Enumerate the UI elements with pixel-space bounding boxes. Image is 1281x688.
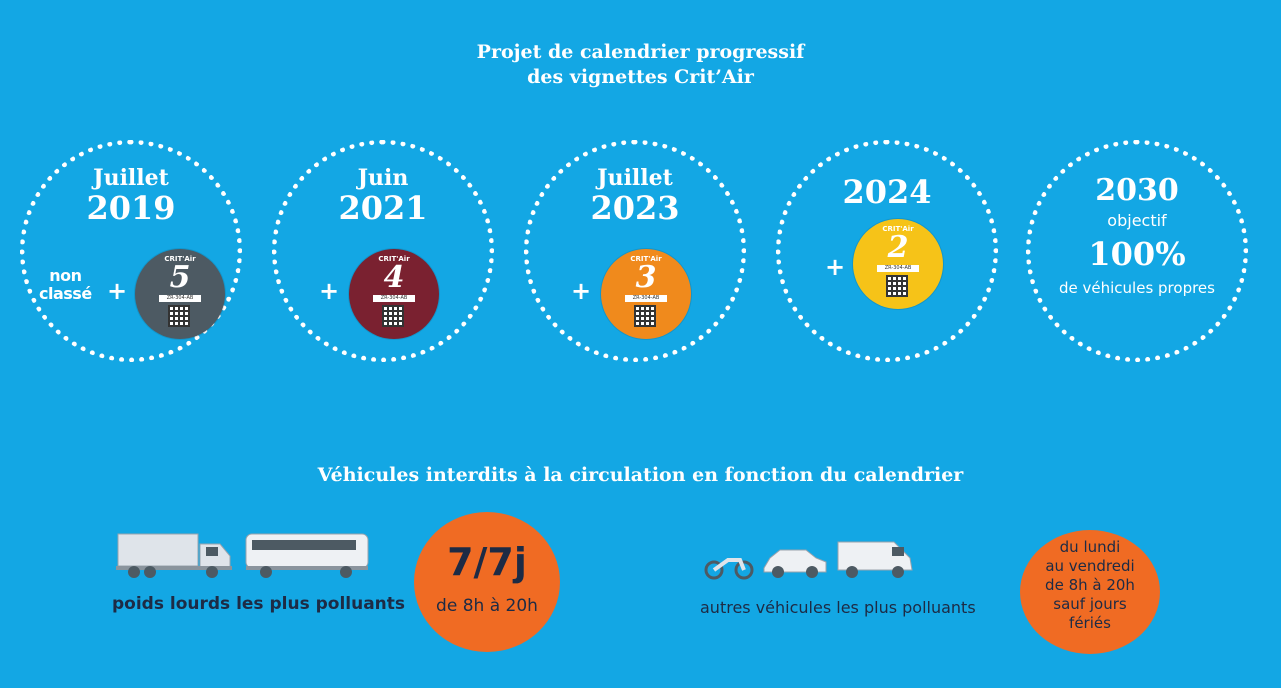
other-vehicles-label: autres véhicules les plus polluants bbox=[700, 598, 976, 617]
goal-description: de véhicules propres bbox=[1059, 279, 1215, 297]
non-classe-label: non classé bbox=[39, 266, 92, 303]
schedule-line: fériés bbox=[1069, 614, 1111, 632]
step-year: 2021 bbox=[338, 189, 428, 227]
goal-label: objectif bbox=[1107, 211, 1167, 230]
qr-code-icon bbox=[168, 305, 190, 327]
schedule-line: au vendredi bbox=[1045, 557, 1135, 575]
qr-code-icon bbox=[634, 305, 656, 327]
truck-icon bbox=[116, 533, 232, 578]
page-title: Projet de calendrier progressif des vign… bbox=[0, 40, 1281, 90]
title-line-2: des vignettes Crit’Air bbox=[527, 66, 754, 88]
vignette-number: 3 bbox=[635, 260, 657, 295]
vignette-number: 2 bbox=[887, 230, 909, 265]
plus-sign: + bbox=[107, 277, 128, 305]
step-year: 2019 bbox=[86, 189, 176, 227]
schedule-line: sauf jours bbox=[1053, 595, 1127, 613]
plus-sign: + bbox=[825, 253, 846, 281]
step-month: Juillet bbox=[93, 165, 169, 191]
qr-code-icon bbox=[886, 275, 908, 297]
other-schedule-badge: du lundi au vendredi de 8h à 20h sauf jo… bbox=[1020, 530, 1160, 654]
goal-percent: 100% bbox=[1088, 235, 1186, 273]
van-icon bbox=[837, 541, 913, 578]
heavy-schedule-badge: 7/7j de 8h à 20h bbox=[414, 512, 560, 652]
critair-4-vignette: CRIT'Air 4 ZR-304-AB bbox=[349, 249, 439, 339]
plus-sign: + bbox=[319, 277, 340, 305]
car-icon bbox=[763, 549, 827, 578]
motorcycle-icon bbox=[704, 558, 754, 580]
schedule-line: de 8h à 20h bbox=[1045, 576, 1135, 594]
step-year: 2023 bbox=[590, 189, 680, 227]
plus-sign: + bbox=[571, 277, 592, 305]
vignette-number: 5 bbox=[169, 260, 191, 295]
critair-2-vignette: CRIT'Air 2 ZR-304-AB bbox=[853, 219, 943, 309]
timeline-step-2019: Juillet 2019 non classé + CRIT'Air 5 ZR-… bbox=[20, 140, 242, 362]
heavy-vehicles-label: poids lourds les plus polluants bbox=[112, 594, 406, 614]
critair-5-vignette: CRIT'Air 5 ZR-304-AB bbox=[135, 249, 225, 339]
heavy-schedule-hours: de 8h à 20h bbox=[436, 596, 538, 616]
heavy-schedule-days: 7/7j bbox=[447, 540, 527, 584]
step-month: Juillet bbox=[597, 165, 673, 191]
qr-code-icon bbox=[382, 305, 404, 327]
schedule-line: du lundi bbox=[1059, 538, 1121, 556]
step-year: 2024 bbox=[842, 173, 932, 211]
timeline-step-2021: Juin 2021 + CRIT'Air 4 ZR-304-AB bbox=[272, 140, 494, 362]
timeline-step-2023: Juillet 2023 + CRIT'Air 3 ZR-304-AB bbox=[524, 140, 746, 362]
critair-3-vignette: CRIT'Air 3 ZR-304-AB bbox=[601, 249, 691, 339]
timeline-goal-2030: 2030 objectif 100% de véhicules propres bbox=[1026, 140, 1248, 362]
timeline-step-2024: 2024 + CRIT'Air 2 ZR-304-AB bbox=[776, 140, 998, 362]
vignette-number: 4 bbox=[383, 260, 405, 295]
section-subtitle: Véhicules interdits à la circulation en … bbox=[317, 464, 964, 486]
title-line-1: Projet de calendrier progressif bbox=[476, 41, 805, 63]
step-month: Juin bbox=[357, 165, 409, 191]
bus-icon bbox=[245, 533, 369, 578]
goal-year: 2030 bbox=[1095, 173, 1179, 208]
